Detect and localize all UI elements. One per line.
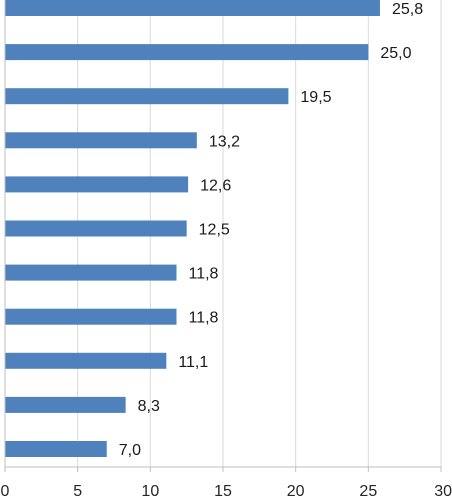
x-tick-label: 30 [434, 483, 452, 498]
data-labels: 25,8 25,0 19,5 13,2 12,6 12,5 11,8 11,8 11,1 8,3 7… [119, 1, 423, 459]
bar [5, 44, 369, 61]
data-label: 11,1 [178, 354, 208, 371]
data-label: 7,0 [119, 442, 141, 459]
data-label: 12,6 [200, 177, 231, 194]
x-tick-label: 20 [287, 483, 305, 498]
x-tick-label: 10 [141, 483, 159, 498]
x-tick-label: 0 [1, 483, 10, 498]
bar-series [5, 0, 380, 457]
bar [5, 176, 189, 193]
data-label: 12,5 [199, 222, 230, 239]
bar [5, 88, 289, 105]
bar [5, 0, 380, 16]
x-tick-label: 5 [73, 483, 82, 498]
data-label: 11,8 [188, 266, 218, 283]
data-label: 13,2 [209, 133, 240, 150]
bar [5, 264, 177, 281]
bar [5, 220, 187, 237]
gridlines [77, 0, 442, 467]
x-tick-label: 15 [214, 483, 232, 498]
data-label: 11,8 [188, 310, 218, 327]
data-label: 19,5 [300, 89, 331, 106]
data-label: 25,8 [392, 1, 423, 18]
data-label: 25,0 [380, 45, 411, 62]
bar [5, 308, 177, 325]
bar [5, 132, 197, 149]
bar [5, 352, 167, 369]
bar [5, 441, 107, 457]
x-tick-label: 25 [359, 483, 377, 498]
bar [5, 396, 126, 413]
data-label: 8,3 [138, 398, 160, 415]
